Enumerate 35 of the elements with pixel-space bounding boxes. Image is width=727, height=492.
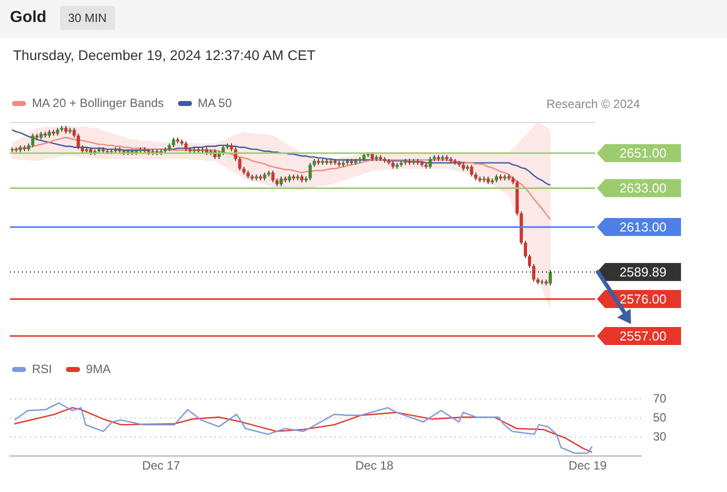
legend-label: MA 20 + Bollinger Bands xyxy=(31,96,164,110)
chart-title: Gold xyxy=(10,9,46,27)
candlestick xyxy=(238,156,242,172)
text: Research © 2024 xyxy=(546,97,640,111)
y-tick-label: 30 xyxy=(653,429,667,444)
candlestick xyxy=(172,137,176,148)
candlestick xyxy=(524,240,528,259)
y-tick-label: 2651.00 xyxy=(620,146,666,161)
candlestick xyxy=(31,133,34,148)
y-tick-label: 50 xyxy=(653,410,667,424)
candlestick xyxy=(271,170,274,183)
candlestick xyxy=(308,162,312,181)
candlestick xyxy=(280,176,283,187)
y-tick-label: 2576.00 xyxy=(620,292,666,307)
legend-label: 9MA xyxy=(85,362,111,376)
candlestick xyxy=(76,133,80,150)
candlestick xyxy=(532,264,536,282)
x-tick-label: Dec 19 xyxy=(568,458,608,473)
chart-subtitle: 30 MIN xyxy=(60,6,115,30)
candlestick xyxy=(222,144,225,156)
legend-label: MA 50 xyxy=(196,96,232,110)
candlestick xyxy=(428,156,432,170)
y-tick-label: 2557.00 xyxy=(620,328,666,344)
text: Thursday, December 19, 2024 12:37:40 AM CET xyxy=(13,47,316,63)
y-tick-label: 70 xyxy=(653,392,667,406)
candlestick xyxy=(72,127,76,138)
legend-label: RSI xyxy=(31,362,52,376)
candlestick xyxy=(548,269,552,286)
candlestick xyxy=(470,164,474,177)
y-tick-label: 2633.00 xyxy=(620,180,666,196)
candlestick xyxy=(528,254,532,268)
x-tick-label: Dec 17 xyxy=(142,458,180,473)
y-tick-label: 2589.89 xyxy=(620,264,666,280)
y-tick-label: 2613.00 xyxy=(620,220,666,235)
x-tick-label: Dec 18 xyxy=(355,458,394,473)
